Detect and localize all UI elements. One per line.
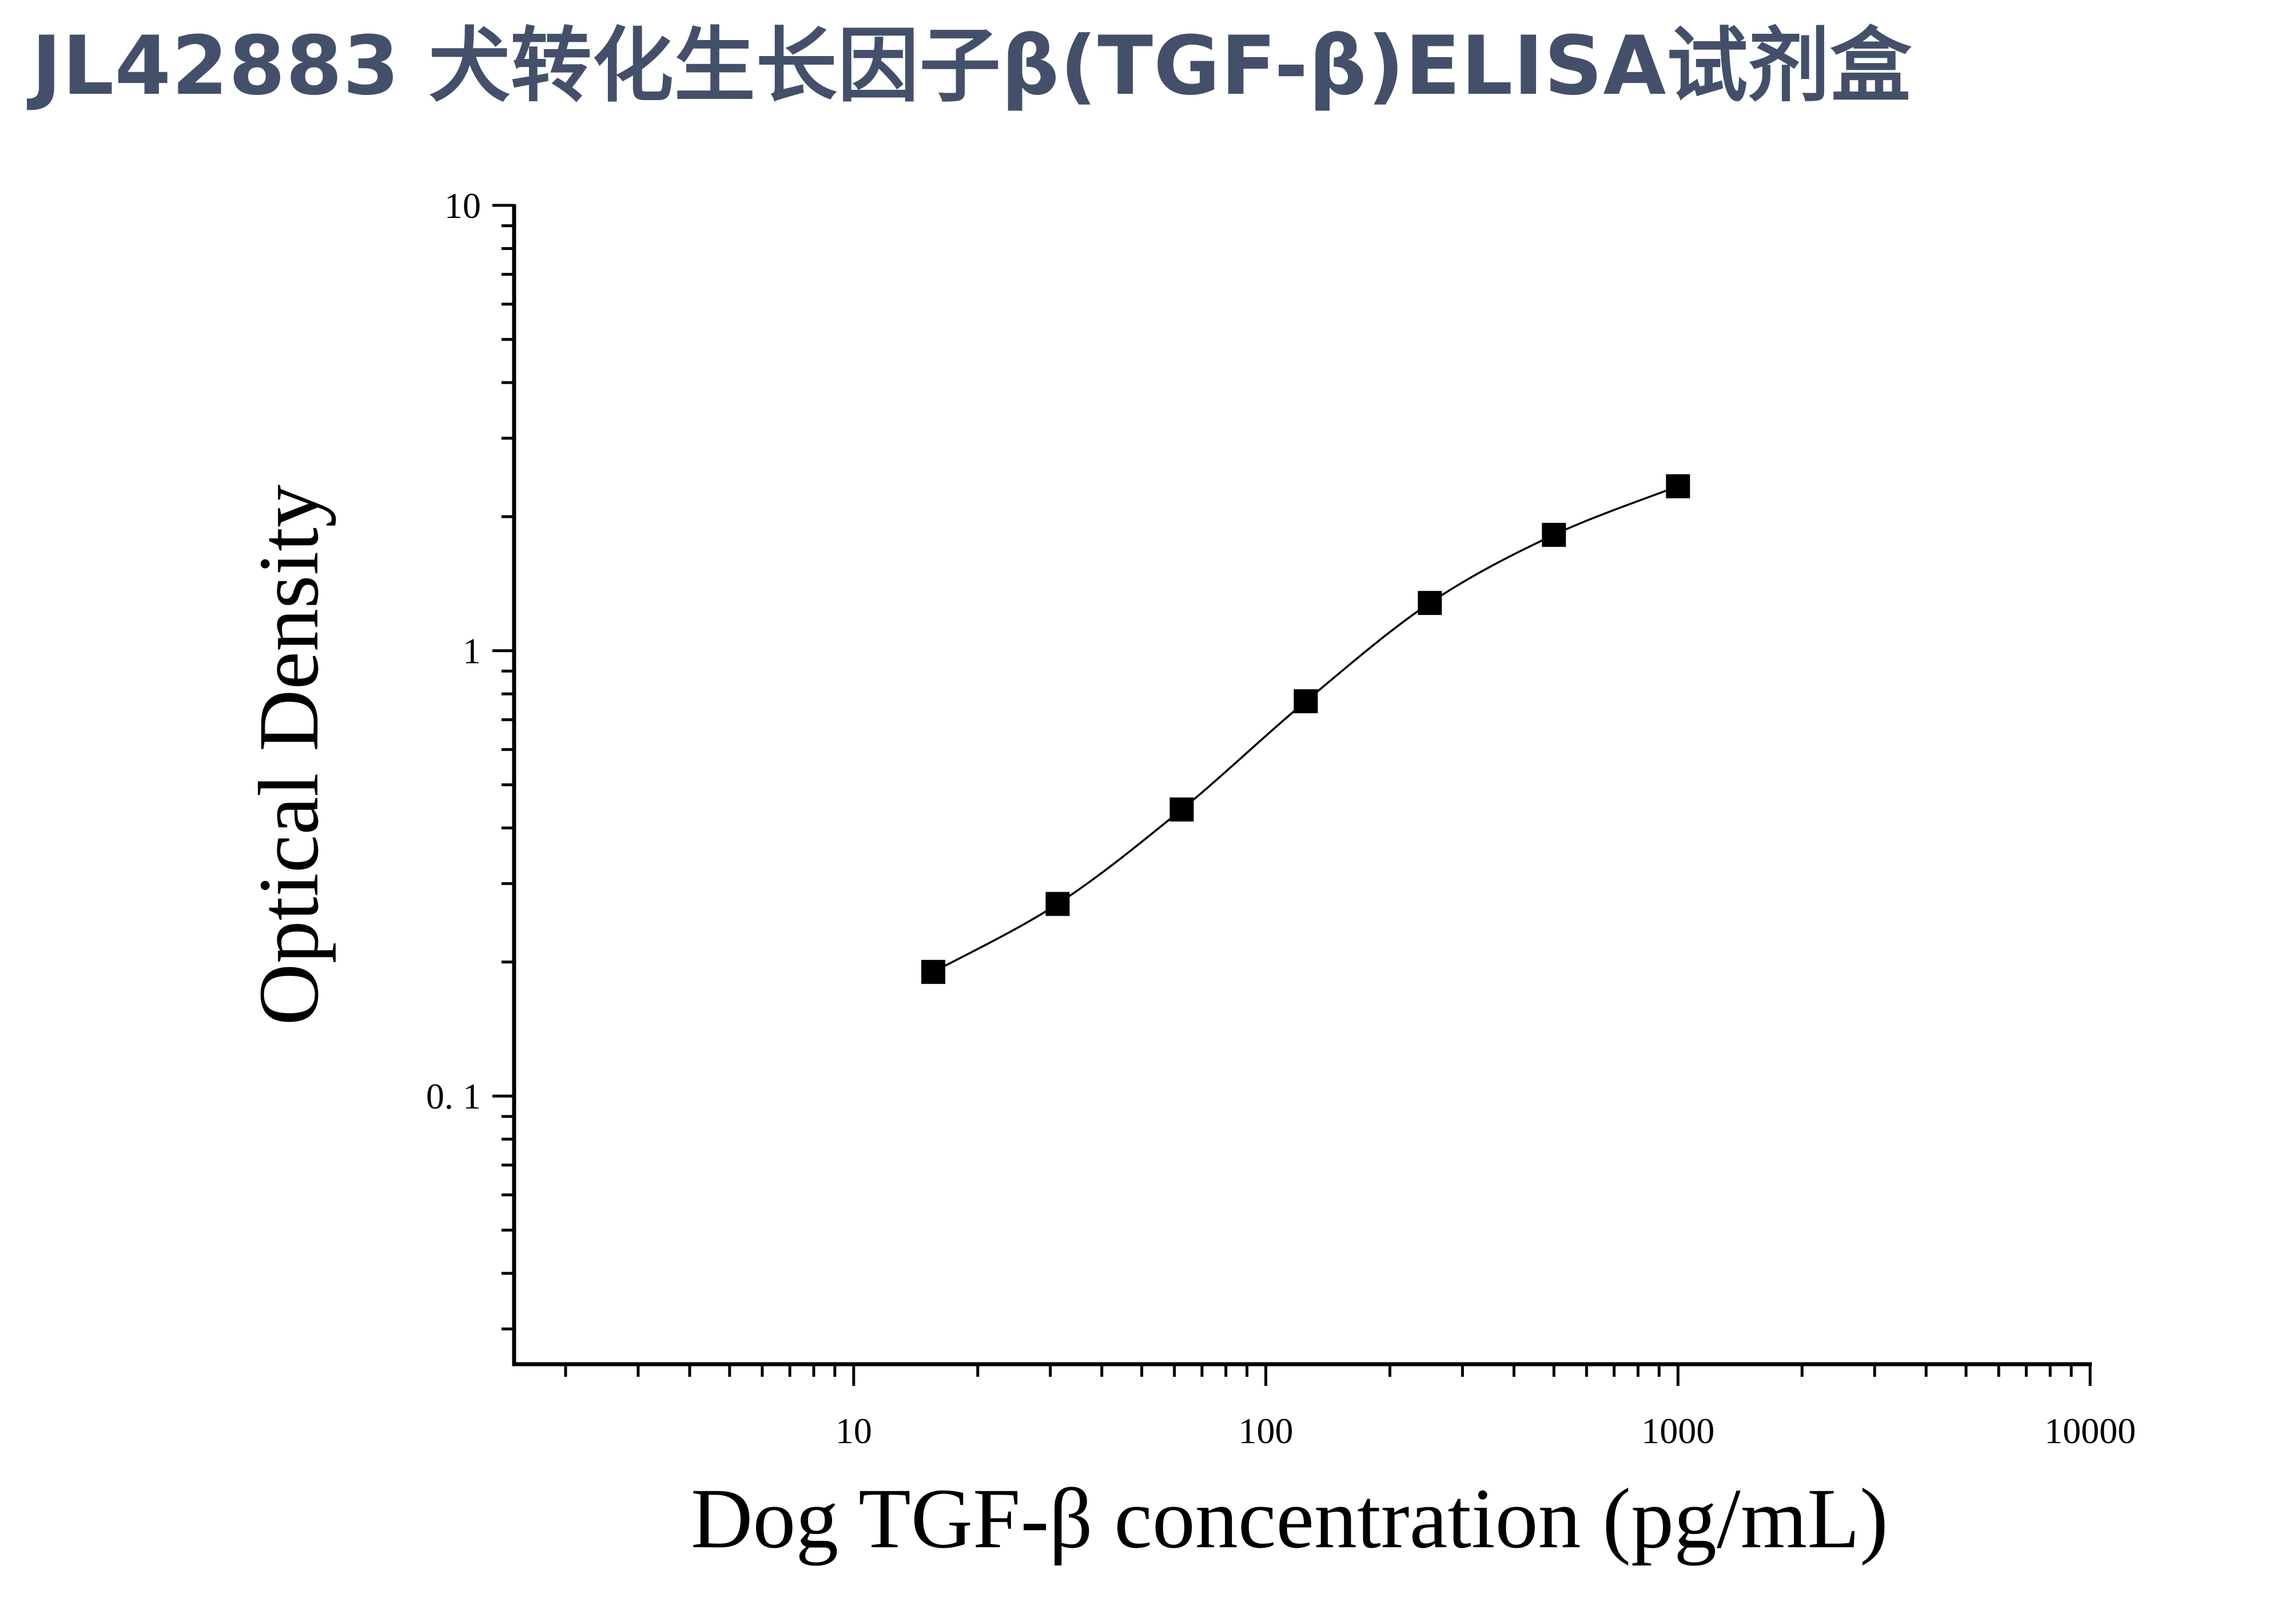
data-point [1666, 474, 1690, 499]
tick-labels-layer: 10 100 1000 10000 0. 1 1 10 [426, 185, 2136, 1451]
fit-curve-layer [933, 485, 1678, 973]
y-tick-label: 1 [463, 631, 481, 672]
data-point [1542, 523, 1566, 547]
data-point [921, 960, 946, 984]
y-tick-label: 0. 1 [426, 1076, 481, 1117]
page-title: JL42883 犬转化生长因子β(TGF-β)ELISA试剂盒 [31, 19, 1912, 113]
y-axis-label: Optical Density [241, 484, 336, 1026]
y-tick-label: 10 [444, 185, 481, 226]
x-tick-label: 10 [835, 1411, 872, 1451]
x-tick-label: 100 [1239, 1411, 1294, 1451]
data-points-layer [921, 474, 1690, 984]
data-point [1045, 892, 1070, 916]
x-tick-label: 1000 [1641, 1411, 1714, 1451]
data-point [1169, 797, 1194, 822]
x-axis-label: Dog TGF-β concentration (pg/mL) [691, 1471, 1888, 1566]
fit-curve [933, 485, 1678, 973]
data-point [1294, 689, 1318, 713]
data-point [1418, 591, 1442, 615]
x-tick-label: 10000 [2044, 1411, 2136, 1451]
axes [492, 204, 2092, 1386]
